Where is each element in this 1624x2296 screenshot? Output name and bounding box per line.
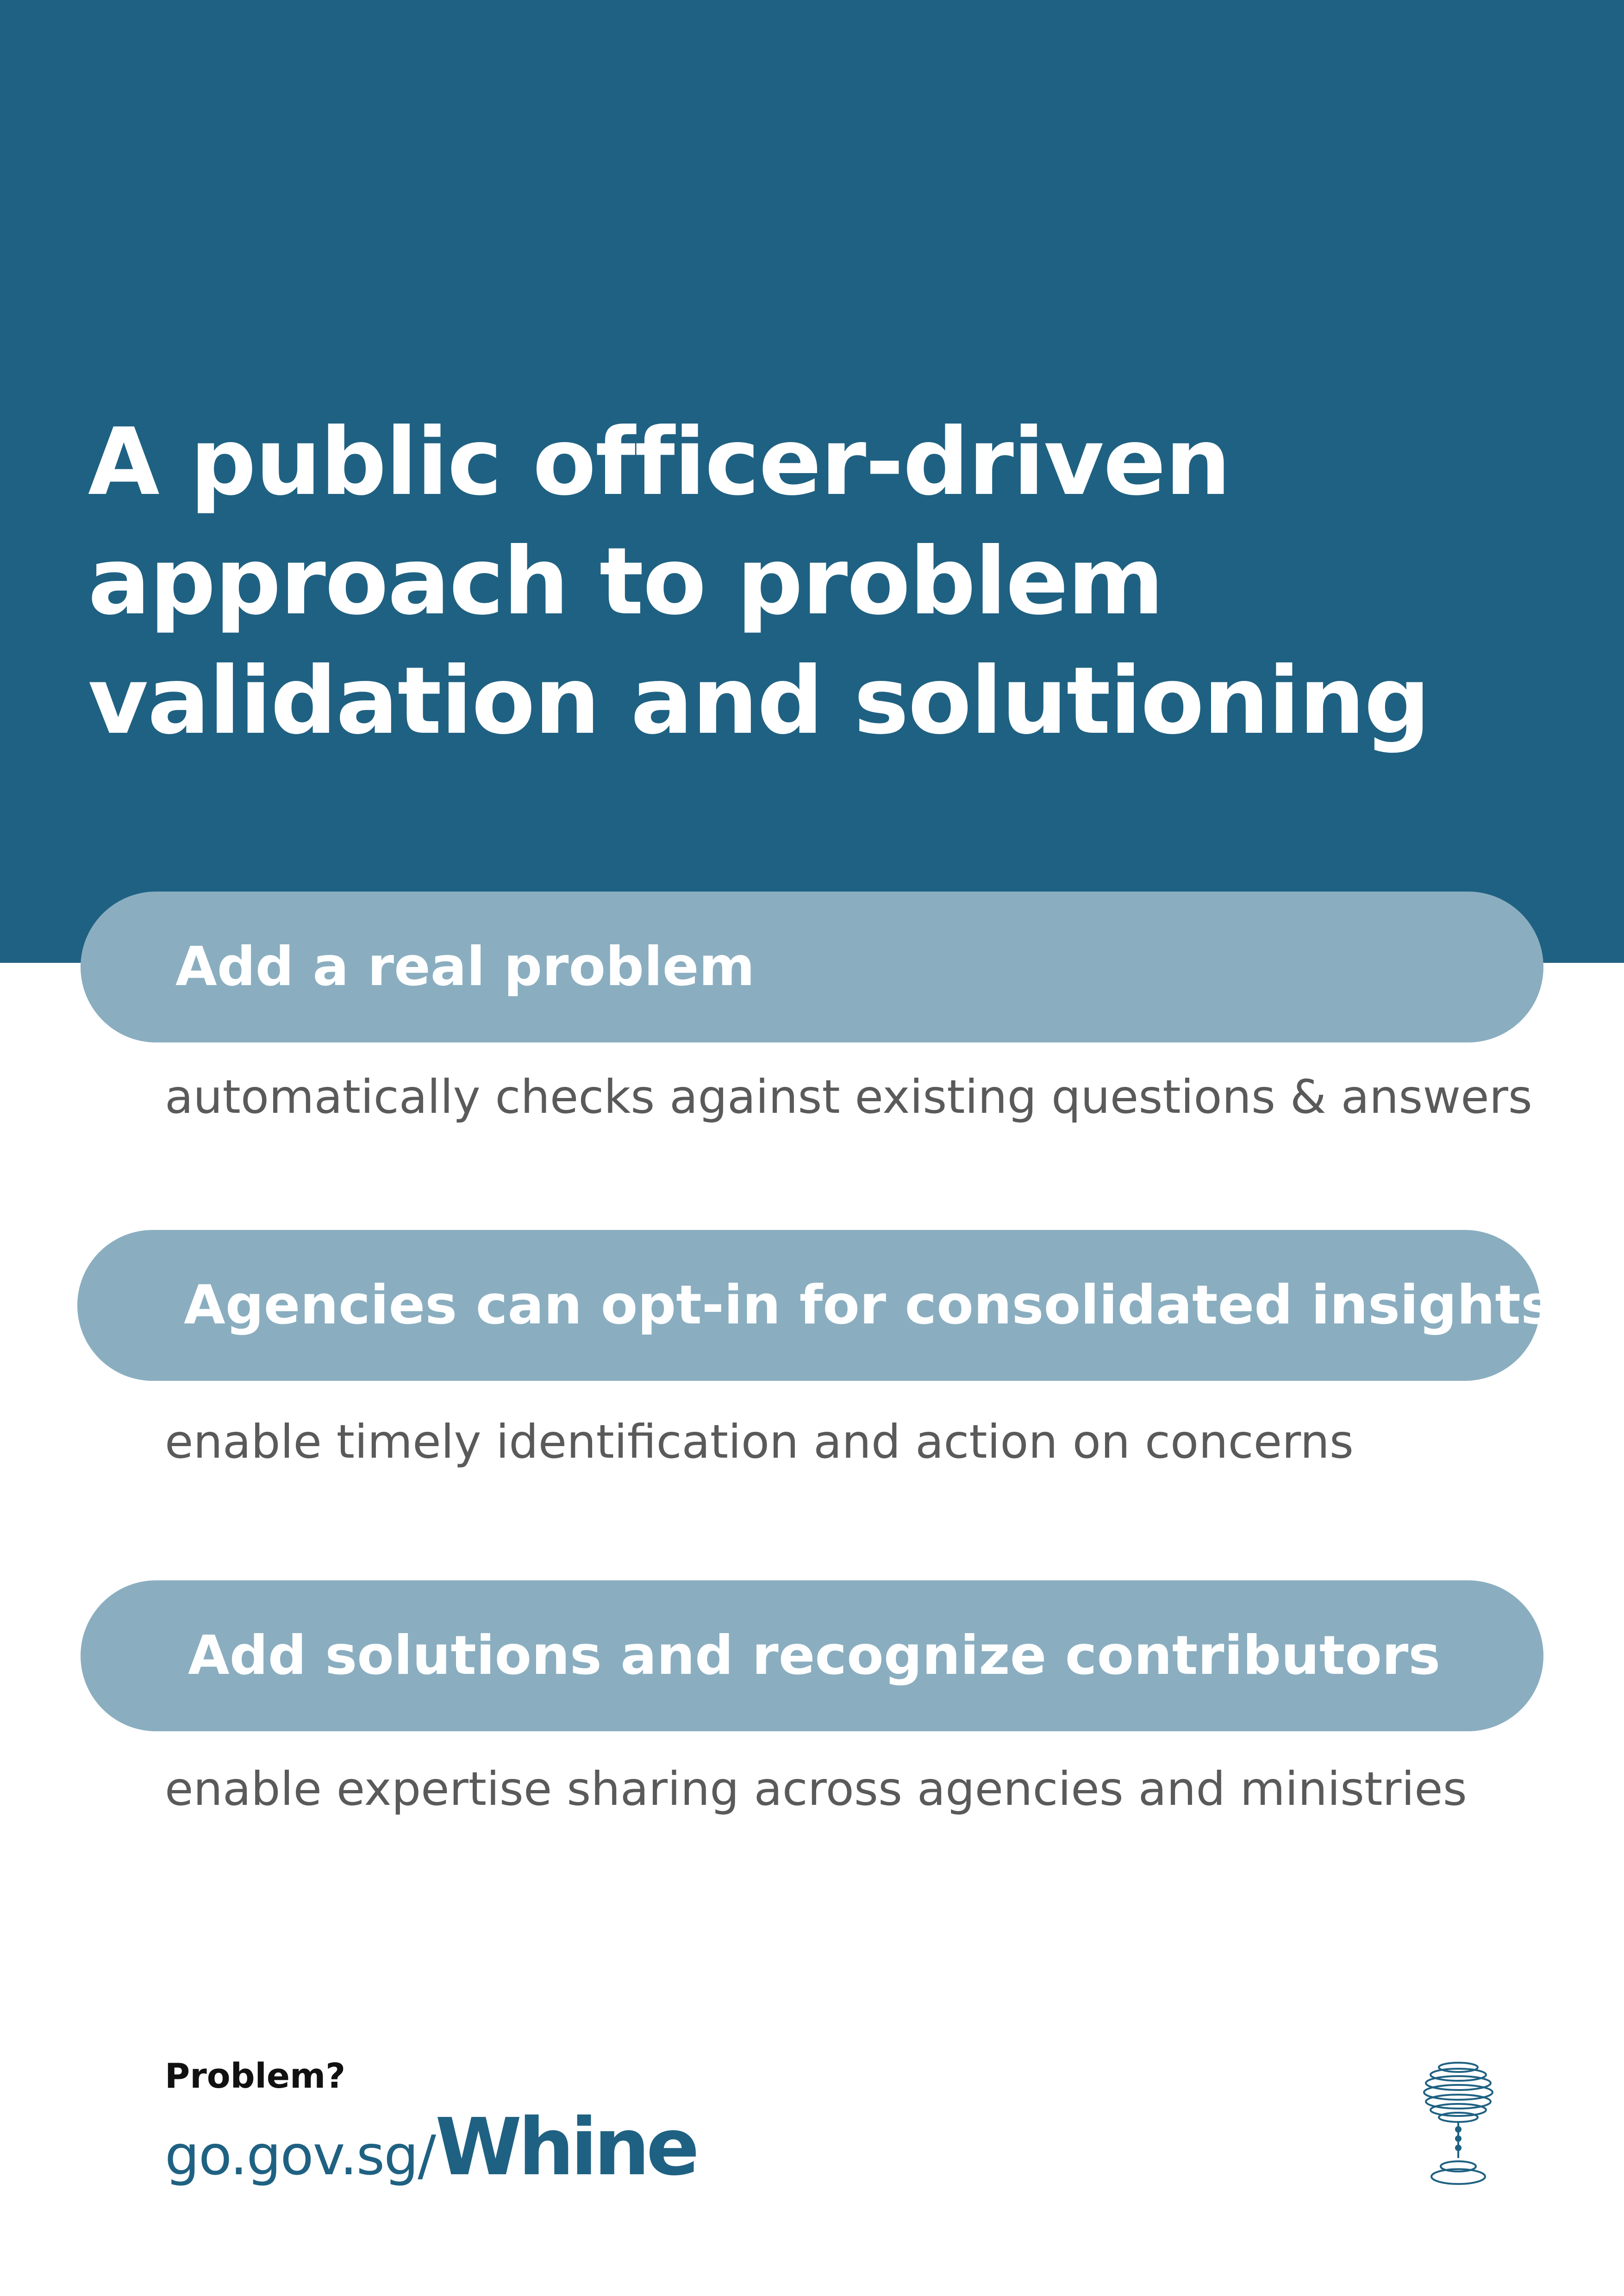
page-title: A public officer-driven approach to prob… [88,403,1593,761]
headline-line-3: validation and solutioning [88,647,1430,755]
footer-question: Problem? [165,2056,346,2096]
hero-banner [0,0,1624,963]
footer-url-brand: Whine [435,2102,700,2193]
feature-pill-add-problem: Add a real problem [81,892,1543,1042]
footer-url-prefix: go.gov.sg/ [165,2123,436,2187]
headline-line-1: A public officer-driven [88,408,1231,516]
feature-pill-add-solutions: Add solutions and recognize contributors [81,1580,1543,1731]
feature-description-add-solutions: enable expertise sharing across agencies… [165,1762,1467,1816]
feature-description-agency-insights: enable timely identification and action … [165,1415,1354,1469]
headline-line-2: approach to problem [88,528,1164,636]
wine-glass-logo-icon [1423,2062,1493,2185]
feature-description-add-problem: automatically checks against existing qu… [165,1070,1532,1124]
feature-pill-agency-insights: Agencies can opt-in for consolidated ins… [77,1230,1553,1381]
footer-link[interactable]: go.gov.sg/Whine [165,2102,700,2193]
